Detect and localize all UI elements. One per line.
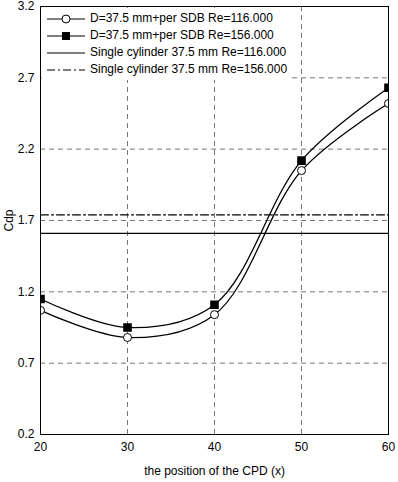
svg-text:0.7: 0.7 [18,356,35,370]
svg-text:50: 50 [295,440,309,454]
html-text:D=37.5 mm+per SDB Re=156.000: D=37.5 mm+per SDB Re=156.000 [90,28,274,42]
html-text:Single cylinder 37.5 mm Re=156: Single cylinder 37.5 mm Re=156.000 [90,62,288,76]
svg-text:3.2: 3.2 [18,0,35,13]
html-text:D=37.5 mm+per SDB Re=116.000: D=37.5 mm+per SDB Re=116.000 [90,11,273,25]
svg-text:60: 60 [382,440,396,454]
svg-text:20: 20 [34,440,48,454]
svg-text:1.7: 1.7 [18,213,35,227]
svg-text:40: 40 [208,440,222,454]
svg-text:1.2: 1.2 [18,285,35,299]
html-text:Single cylinder 37.5 mm Re=116: Single cylinder 37.5 mm Re=116.000 [90,45,287,59]
svg-text:the position of the CPD (x): the position of the CPD (x) [144,464,285,478]
svg-text:30: 30 [121,440,135,454]
svg-text:2.2: 2.2 [18,142,35,156]
svg-text:2.7: 2.7 [18,71,35,85]
svg-text:Cdp: Cdp [2,209,16,231]
svg-text:0.2: 0.2 [18,427,35,441]
